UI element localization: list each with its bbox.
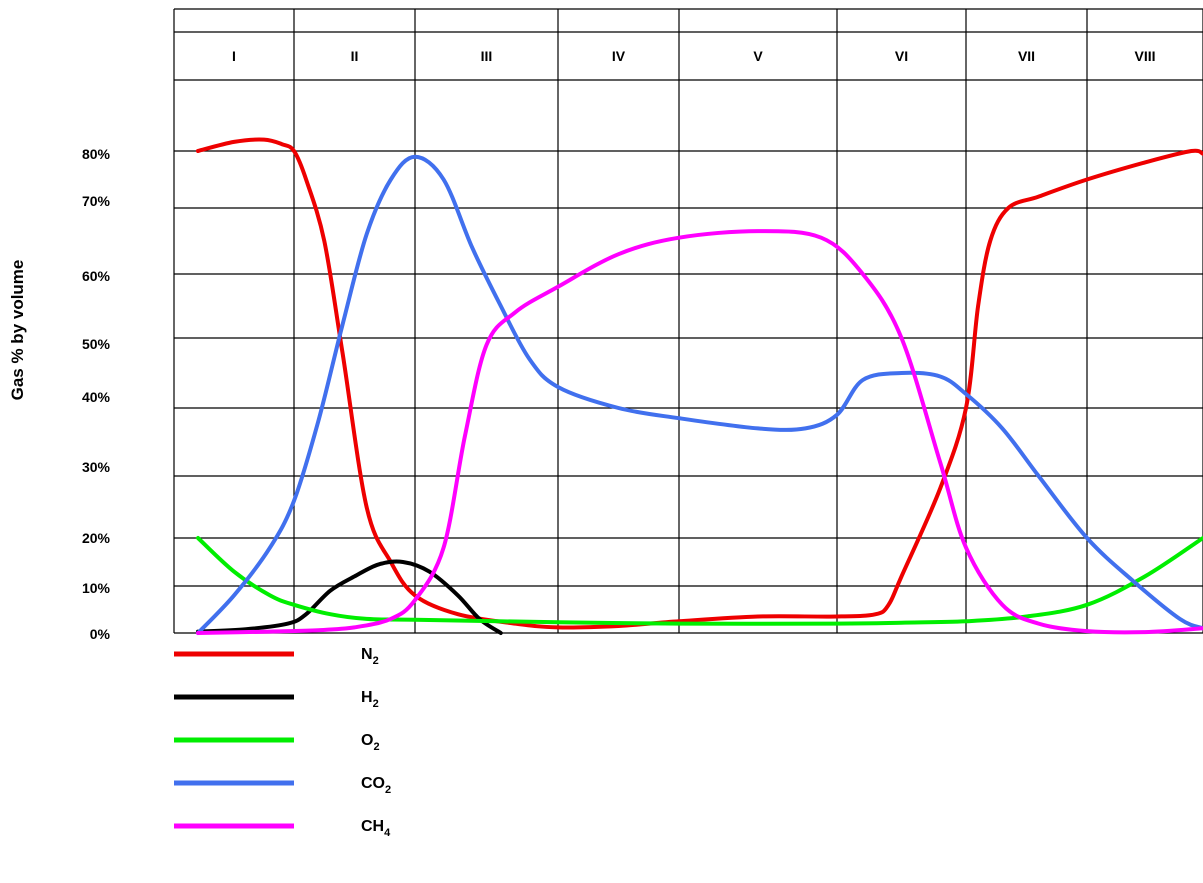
phase-label: VIII xyxy=(1134,48,1155,64)
y-tick-label: 60% xyxy=(82,268,111,284)
legend-label-text: CH xyxy=(361,818,384,835)
legend-label-h2: H2 xyxy=(361,689,379,710)
legend-label-text: CO xyxy=(361,775,385,792)
legend-label-o2: O2 xyxy=(361,732,380,753)
phase-label: II xyxy=(351,48,359,64)
y-tick-label: 40% xyxy=(82,389,111,405)
legend-label-subscript: 2 xyxy=(373,655,379,667)
legend-label-subscript: 2 xyxy=(373,741,379,753)
phase-label: V xyxy=(753,48,763,64)
y-tick-label: 10% xyxy=(82,580,111,596)
y-tick-label: 80% xyxy=(82,146,111,162)
phase-label: III xyxy=(481,48,493,64)
phase-labels: I II III IV V VI VII VIII xyxy=(232,48,1155,64)
series-line-ch4 xyxy=(196,229,1203,635)
series-line-n2 xyxy=(196,137,1203,630)
legend-label-text: H xyxy=(361,689,373,706)
series-line-co2 xyxy=(196,154,1203,635)
y-tick-label: 0% xyxy=(90,626,111,642)
chart-grid xyxy=(173,8,1203,634)
series-line-o2 xyxy=(196,536,1203,626)
y-tick-label: 20% xyxy=(82,530,111,546)
series-line-h2 xyxy=(196,559,503,635)
legend-label-subscript: 2 xyxy=(385,784,391,796)
legend-label-co2: CO2 xyxy=(361,775,391,796)
phase-label: VII xyxy=(1018,48,1035,64)
y-tick-label: 50% xyxy=(82,336,111,352)
legend-label-n2: N2 xyxy=(361,646,379,667)
series-lines xyxy=(196,137,1203,635)
legend-label-subscript: 4 xyxy=(384,827,391,839)
legend-label-text: N xyxy=(361,646,373,663)
phase-label: VI xyxy=(895,48,908,64)
y-axis-label: Gas % by volume xyxy=(8,260,27,401)
y-axis-ticks: 80% 70% 60% 50% 40% 30% 20% 10% 0% xyxy=(82,146,111,642)
legend-label-text: O xyxy=(361,732,373,749)
legend-label-ch4: CH4 xyxy=(361,818,391,839)
legend-label-subscript: 2 xyxy=(373,698,379,710)
phase-label: I xyxy=(232,48,236,64)
y-tick-label: 70% xyxy=(82,193,111,209)
y-tick-label: 30% xyxy=(82,459,111,475)
phase-label: IV xyxy=(612,48,626,64)
